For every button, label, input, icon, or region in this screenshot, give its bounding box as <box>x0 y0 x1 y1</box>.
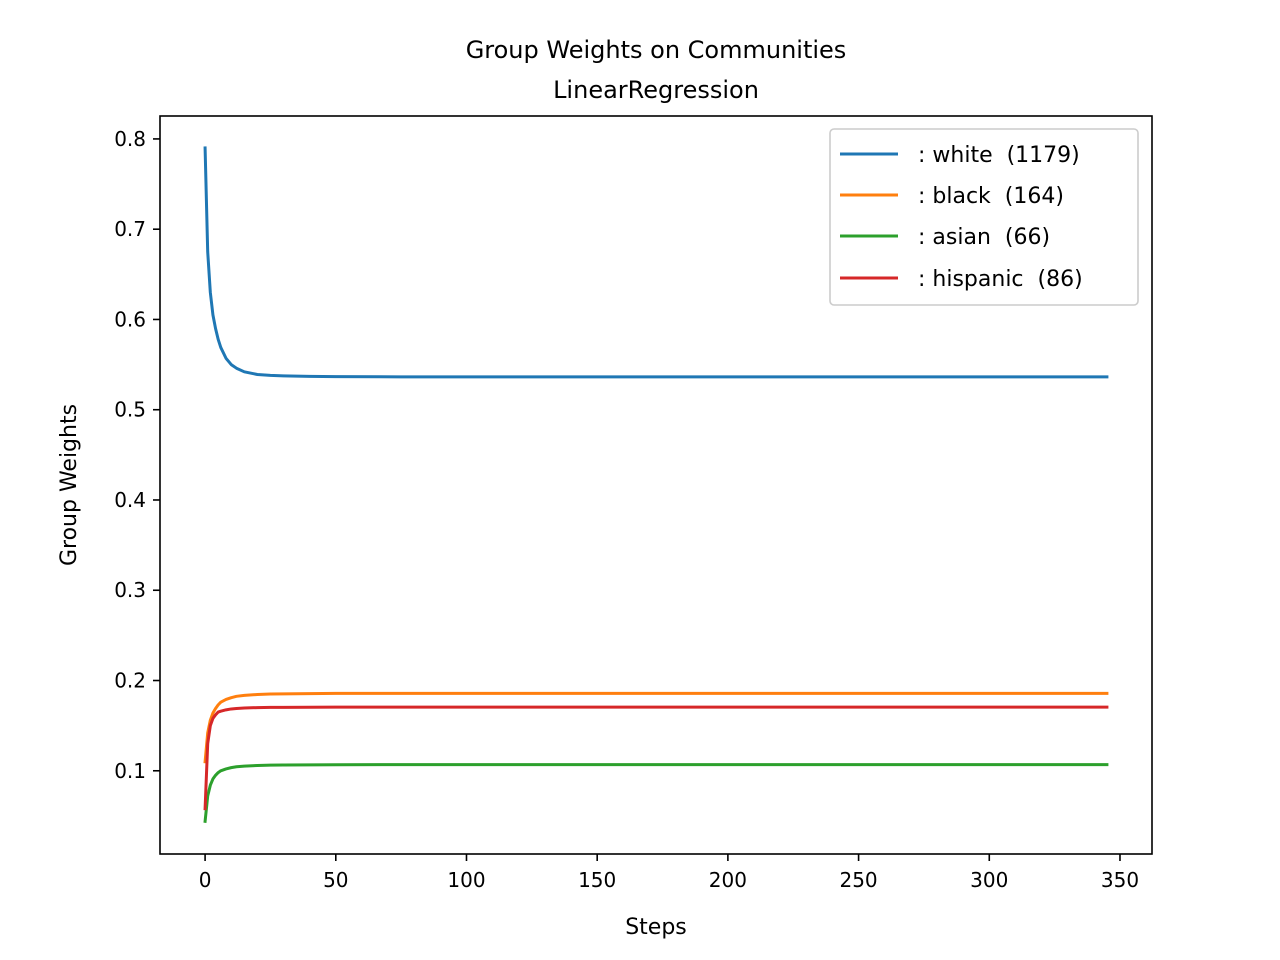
x-tick-label: 150 <box>578 868 616 892</box>
legend-box <box>829 128 1139 306</box>
series-layer <box>203 146 1109 823</box>
x-tick-label: 350 <box>1101 868 1139 892</box>
axes-layer: 0 50 100 150 200 250 300 350 0.1 0.2 0.3 0.4 0.5 0.6 0… <box>114 127 1139 892</box>
y-tick-label: 0.3 <box>114 578 146 602</box>
series-line-2 <box>203 763 1109 823</box>
legend-label-3: : hispanic (86) <box>918 267 1083 292</box>
y-tick-label: 0.4 <box>114 488 146 512</box>
series-line-3 <box>203 705 1109 811</box>
y-tick-label: 0.1 <box>114 759 146 783</box>
x-tick-label: 100 <box>447 868 485 892</box>
x-tick-label: 250 <box>839 868 877 892</box>
chart-subtitle: LinearRegression <box>553 76 759 104</box>
y-tick-label: 0.6 <box>114 307 146 331</box>
series-line-1 <box>203 691 1109 764</box>
y-tick-label: 0.7 <box>114 217 146 241</box>
x-axis-label: Steps <box>625 915 687 940</box>
y-axis-label: Group Weights <box>57 404 82 566</box>
legend-label-1: : black (164) <box>918 184 1064 209</box>
plot-frame <box>159 115 1153 855</box>
legend: : white (1179) : black (164) : asian (66):… <box>829 128 1139 306</box>
y-tick-label: 0.2 <box>114 669 146 693</box>
chart-title: Group Weights on Communities <box>466 36 847 64</box>
x-tick-label: 50 <box>323 868 348 892</box>
y-tick-label: 0.5 <box>114 398 146 422</box>
series-line-0 <box>203 146 1109 379</box>
y-tick-label: 0.8 <box>114 127 146 151</box>
x-tick-label: 300 <box>970 868 1008 892</box>
x-tick-label: 0 <box>199 868 212 892</box>
x-tick-label: 200 <box>709 868 747 892</box>
legend-label-0: : white (1179) <box>918 143 1080 168</box>
legend-label-2: : asian (66) <box>918 225 1050 250</box>
